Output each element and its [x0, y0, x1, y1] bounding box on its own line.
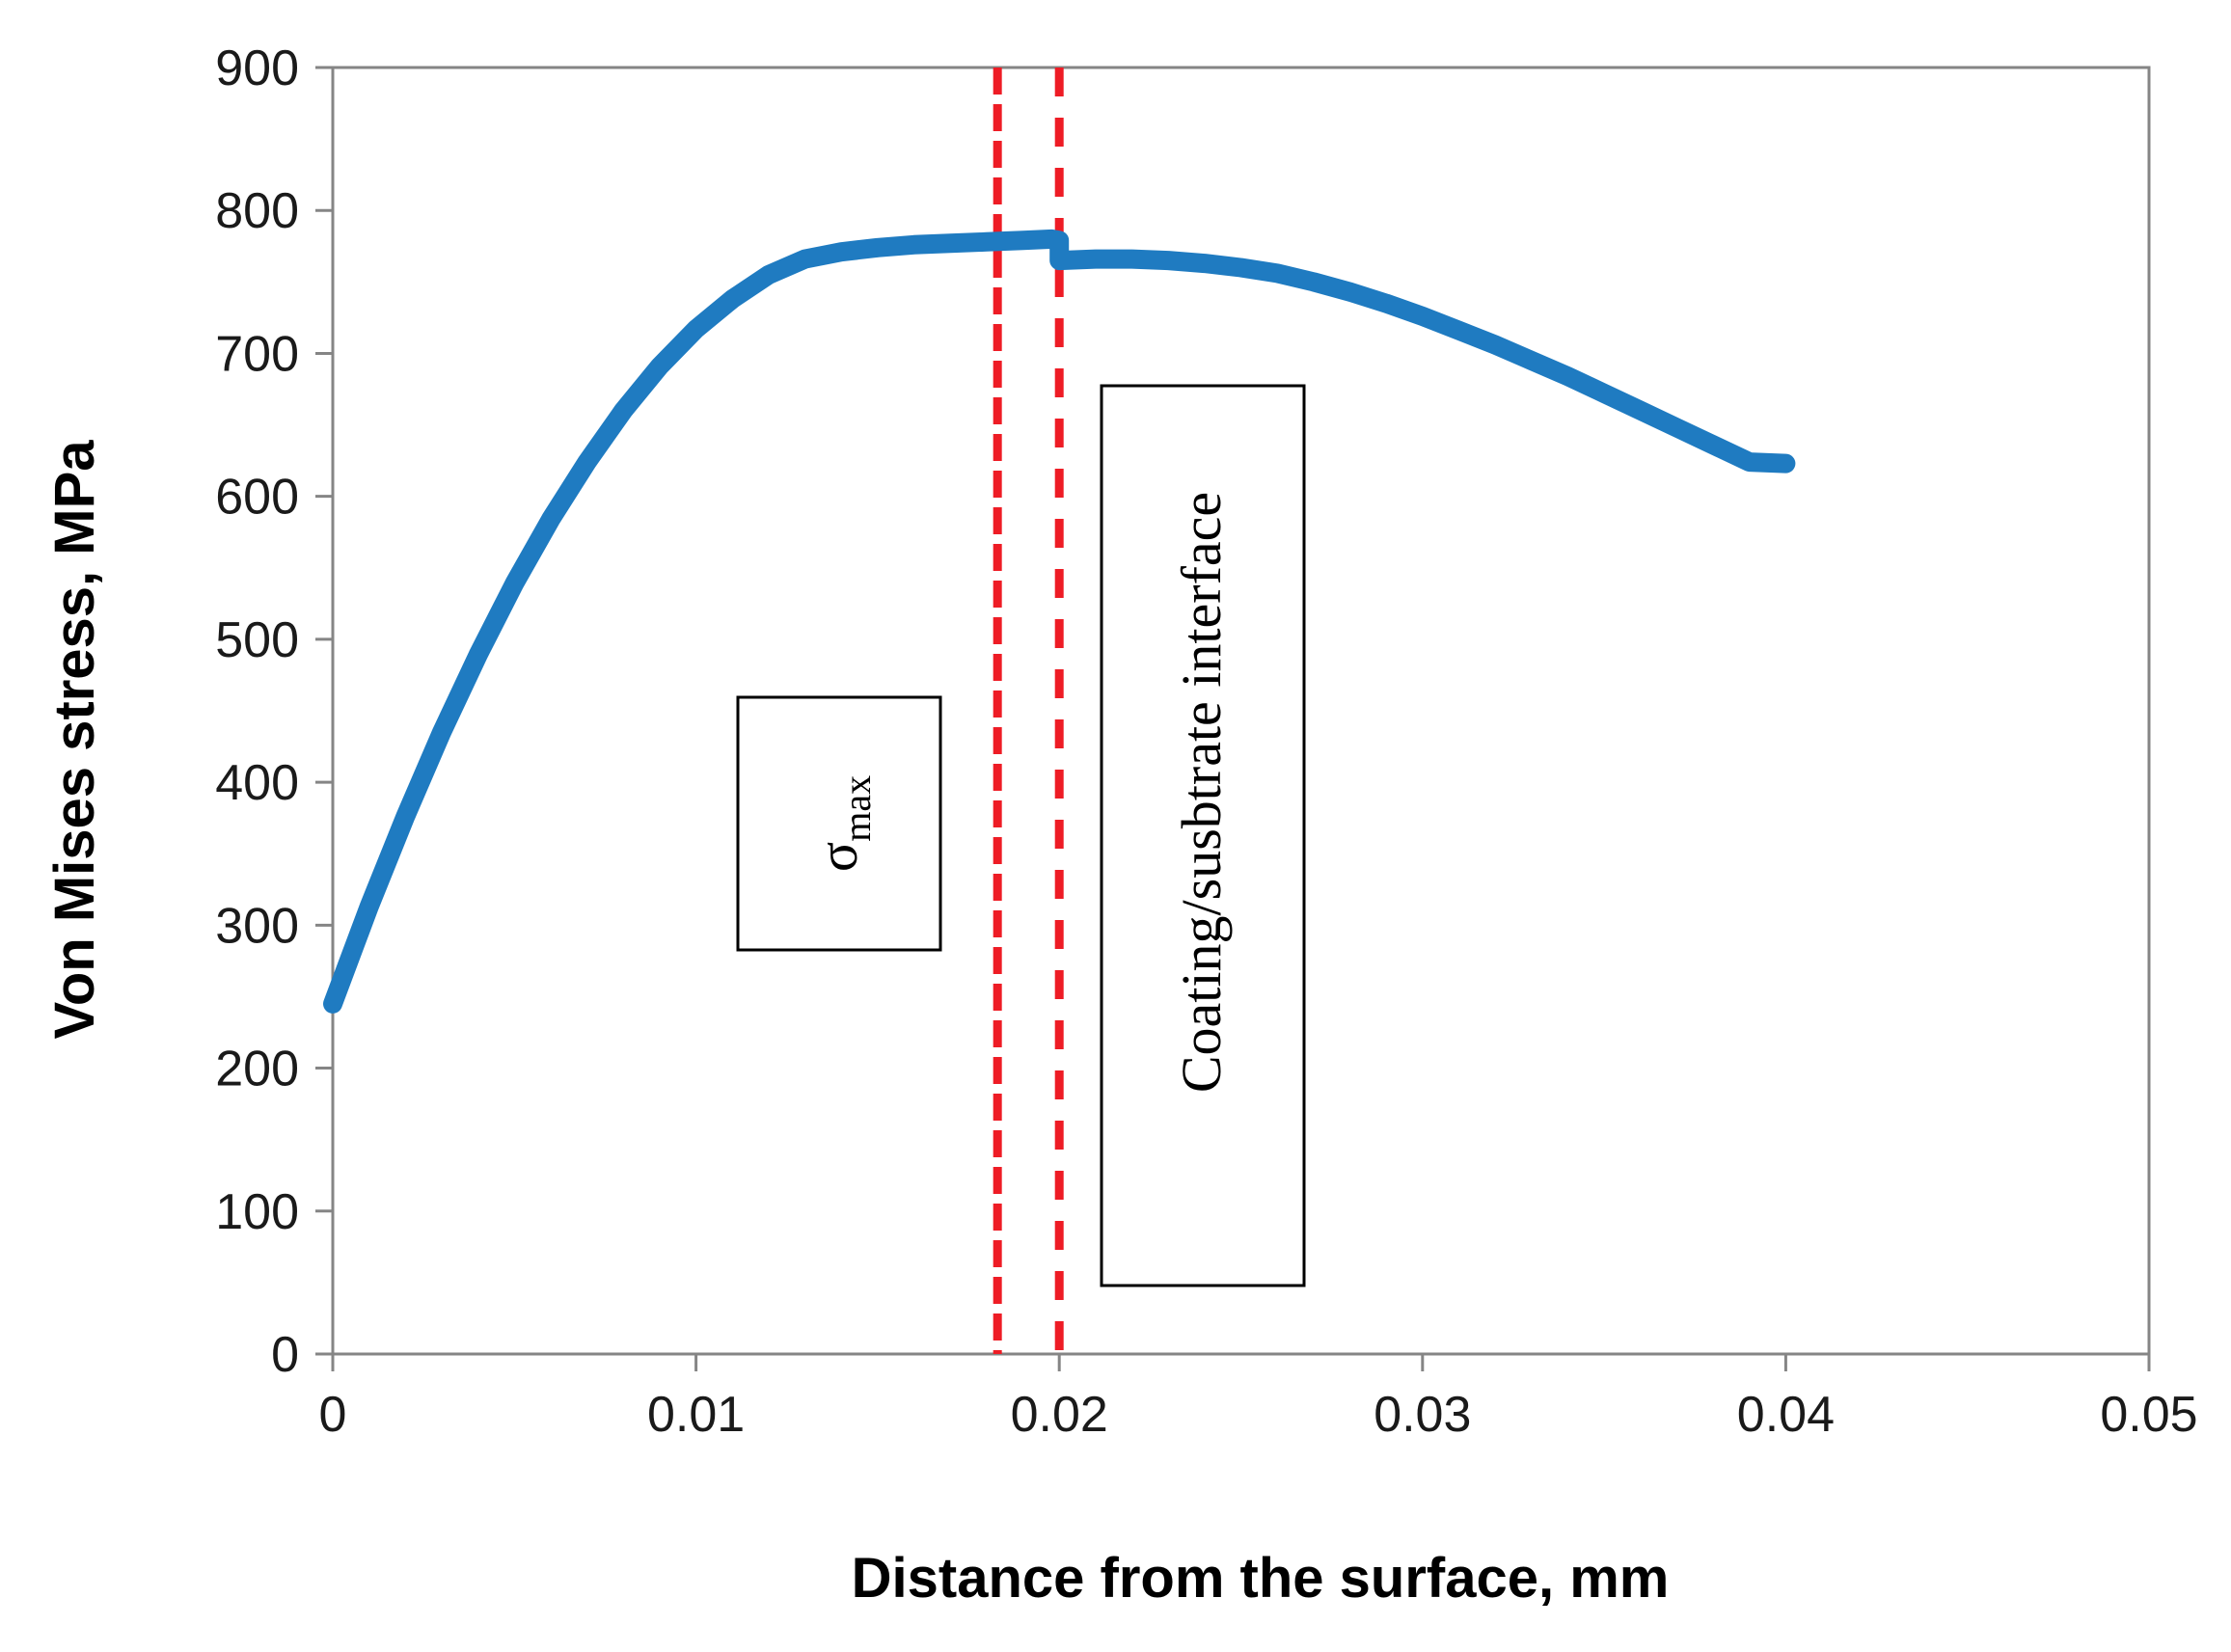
plot-frame — [331, 66, 2151, 1356]
y-tick-label: 100 — [215, 1184, 299, 1240]
sigma-max-label: σmax — [806, 775, 879, 872]
y-tick-label: 900 — [215, 41, 299, 96]
stress-series-line — [323, 229, 1796, 1014]
plot-frame-layer — [331, 66, 2151, 1356]
x-tick-label: 0 — [319, 1387, 347, 1443]
series-layer — [323, 229, 1796, 1014]
sigma-symbol: σ — [806, 842, 869, 872]
axis-titles-layer: Distance from the surface, mm Von Mises s… — [43, 440, 1669, 1610]
sigma-subscript: max — [835, 775, 879, 842]
y-tick-label: 600 — [215, 470, 299, 526]
y-tick-label: 800 — [215, 183, 299, 239]
reference-lines-layer — [993, 68, 1064, 1354]
y-tick-label: 700 — [215, 326, 299, 382]
x-tick-label: 0.01 — [647, 1387, 745, 1443]
y-tick-label: 300 — [215, 898, 299, 954]
x-tick-label: 0.04 — [1737, 1387, 1835, 1443]
x-tick-label: 0.03 — [1374, 1387, 1471, 1443]
sigma-max-box — [736, 695, 942, 952]
x-tick-label: 0.05 — [2100, 1387, 2197, 1443]
x-axis-title: Distance from the surface, mm — [852, 1547, 1670, 1610]
ticks-layer: 0 100 200 300 400 500 600 700 800 900 0 0.01 0.02 0.0… — [215, 41, 2197, 1443]
interface-label: Coating/susbtrate interface — [1170, 492, 1233, 1093]
y-tick-label: 400 — [215, 755, 299, 811]
y-axis-title: Von Mises stress, MPa — [43, 440, 106, 1040]
x-tick-label: 0.02 — [1011, 1387, 1108, 1443]
y-tick-label: 200 — [215, 1042, 299, 1097]
interface-box — [1100, 384, 1306, 1287]
y-tick-label: 500 — [215, 612, 299, 668]
y-tick-label: 0 — [271, 1327, 299, 1383]
annotation-layer: σmax Coating/susbtrate interface — [736, 384, 1306, 1287]
